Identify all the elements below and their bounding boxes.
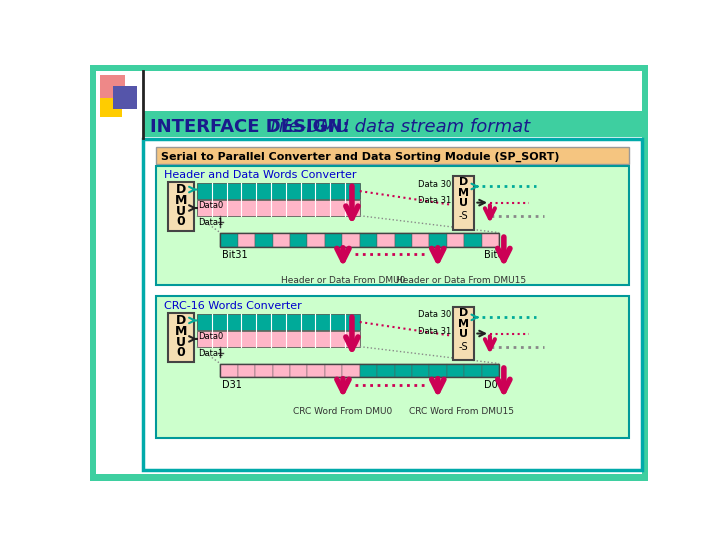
Text: U: U (176, 335, 186, 348)
Bar (156, 147, 629, 164)
Bar (168, 313, 194, 362)
Bar (464, 363, 482, 377)
Bar (377, 233, 395, 247)
Text: Bit31: Bit31 (222, 249, 248, 260)
Text: D: D (459, 177, 468, 187)
Bar (453, 176, 474, 230)
Bar (447, 233, 464, 247)
Bar (220, 363, 499, 377)
Text: U: U (176, 205, 186, 218)
Text: M: M (174, 194, 187, 207)
Text: Data 30: Data 30 (418, 310, 451, 320)
Bar (272, 233, 290, 247)
Bar (429, 363, 447, 377)
Bar (197, 184, 360, 199)
Text: -S: -S (459, 211, 469, 221)
Bar (325, 233, 342, 247)
Bar (143, 111, 642, 137)
Bar (156, 296, 629, 438)
Text: Data 31: Data 31 (418, 195, 451, 205)
Bar (220, 233, 499, 247)
Bar (360, 363, 377, 377)
Bar (360, 233, 377, 247)
Text: D: D (459, 308, 468, 318)
Text: 0: 0 (176, 215, 185, 228)
Text: CRC Word From DMU15: CRC Word From DMU15 (408, 407, 513, 416)
Bar (197, 314, 360, 330)
Bar (100, 98, 122, 117)
Text: Data 30: Data 30 (418, 179, 451, 188)
Text: Data1: Data1 (199, 218, 224, 227)
Bar (143, 139, 642, 470)
Bar (98, 72, 140, 115)
Text: Header or Data From DMU15: Header or Data From DMU15 (396, 276, 526, 285)
Bar (482, 363, 499, 377)
Bar (220, 233, 238, 247)
Bar (482, 233, 499, 247)
Bar (453, 307, 474, 361)
Bar (290, 363, 307, 377)
Bar (113, 86, 137, 110)
Text: M: M (458, 187, 469, 198)
Bar (100, 75, 125, 99)
Bar (377, 363, 395, 377)
Text: CRC-16 Words Converter: CRC-16 Words Converter (163, 301, 302, 311)
Bar (342, 363, 360, 377)
Bar (429, 233, 447, 247)
Text: Serial to Parallel Converter and Data Sorting Module (SP_SORT): Serial to Parallel Converter and Data So… (161, 152, 560, 163)
Bar (412, 233, 429, 247)
Bar (290, 233, 307, 247)
Bar (325, 363, 342, 377)
Text: M: M (458, 319, 469, 328)
Bar (168, 182, 194, 231)
Text: CRC Word From DMU0: CRC Word From DMU0 (293, 407, 392, 416)
Text: D: D (176, 314, 186, 327)
Text: Header and Data Words Converter: Header and Data Words Converter (163, 170, 356, 180)
Bar (197, 331, 360, 347)
Text: U: U (459, 329, 468, 339)
Text: Bit0: Bit0 (484, 249, 503, 260)
Text: Data0: Data0 (199, 332, 224, 341)
Text: D: D (176, 183, 186, 196)
Bar (464, 233, 482, 247)
Bar (342, 233, 360, 247)
Text: 0: 0 (176, 346, 185, 359)
Text: D31: D31 (222, 381, 242, 390)
Bar (272, 363, 290, 377)
Bar (156, 166, 629, 285)
Bar (447, 363, 464, 377)
Text: -S: -S (459, 342, 469, 352)
Text: INTERFACE DESIGN:: INTERFACE DESIGN: (150, 118, 350, 136)
Bar (255, 363, 272, 377)
Bar (220, 363, 238, 377)
Bar (197, 200, 360, 215)
Bar (307, 363, 325, 377)
Text: U: U (459, 198, 468, 208)
Text: Data 31: Data 31 (418, 327, 451, 335)
Text: Data0: Data0 (199, 201, 224, 210)
Bar (307, 233, 325, 247)
Bar (238, 233, 255, 247)
Bar (255, 233, 272, 247)
Text: Header or Data From DMU0: Header or Data From DMU0 (281, 276, 405, 285)
Bar (395, 363, 412, 377)
Bar (395, 233, 412, 247)
Text: D0: D0 (484, 381, 498, 390)
Text: Data1: Data1 (199, 349, 224, 358)
Text: M: M (174, 325, 187, 338)
Bar (238, 363, 255, 377)
Text: Tile-DMU data stream format: Tile-DMU data stream format (262, 118, 530, 136)
Bar (412, 363, 429, 377)
